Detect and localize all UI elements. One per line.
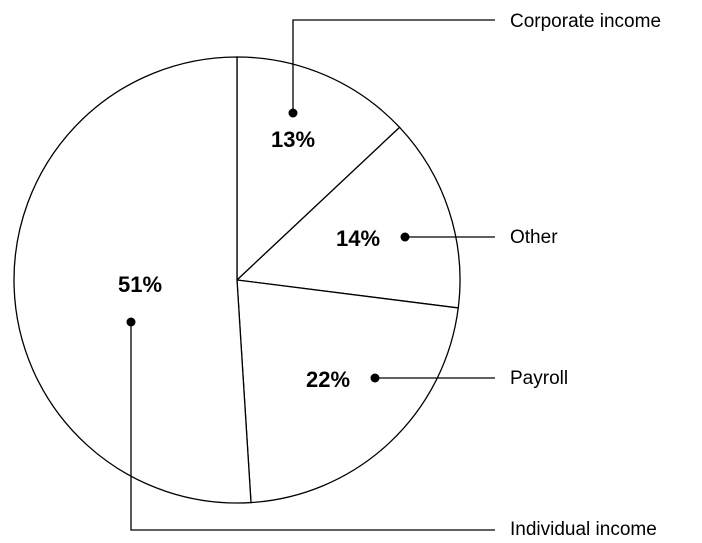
category-label: Individual income [510, 519, 657, 540]
leader-dot [370, 373, 380, 383]
leader-line [130, 322, 495, 531]
leader-dot [126, 317, 136, 327]
value-label: 51% [118, 272, 162, 297]
value-label: 14% [336, 226, 380, 251]
leader-dot [400, 232, 410, 242]
pie-slice [235, 126, 461, 309]
leader-dot [288, 108, 298, 118]
value-label: 13% [271, 127, 315, 152]
category-label: Payroll [510, 368, 568, 389]
category-label: Corporate income [510, 11, 661, 32]
pie-slice [236, 279, 459, 504]
leader-line [292, 19, 495, 113]
value-label: 22% [306, 367, 350, 392]
category-label: Other [510, 227, 558, 248]
pie-slice [13, 56, 252, 504]
pie-slice [236, 56, 401, 282]
